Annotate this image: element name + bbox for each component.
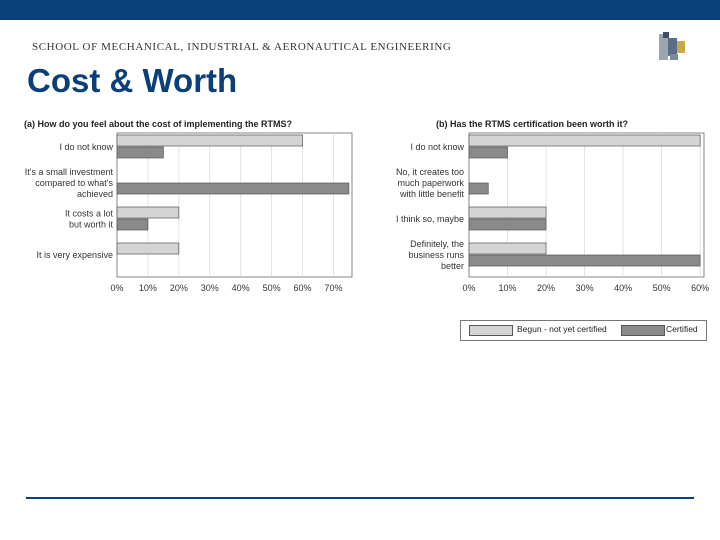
bar-certified	[468, 218, 547, 231]
chart-worth: (b) Has the RTMS certification been wort…	[396, 119, 709, 293]
x-tick-label: 40%	[614, 283, 632, 293]
chart-cost: (a) How do you feel about the cost of im…	[24, 119, 353, 293]
school-name: SCHOOL OF MECHANICAL, INDUSTRIAL & AERON…	[32, 41, 452, 53]
bar-certified	[468, 146, 508, 159]
x-tick-label: 40%	[232, 283, 250, 293]
x-tick-label: 20%	[537, 283, 555, 293]
university-logo-icon	[659, 32, 685, 60]
chart-plot-1: (b) Has the RTMS certification been wort…	[396, 119, 709, 293]
bar-begun	[116, 206, 180, 219]
x-tick-label: 20%	[170, 283, 188, 293]
bar-begun	[468, 206, 547, 219]
x-tick-label: 60%	[691, 283, 709, 293]
chart-plot-0: (a) How do you feel about the cost of im…	[24, 119, 353, 293]
top-banner	[0, 0, 720, 20]
bar-begun	[116, 242, 180, 255]
category-label: with little benefit	[399, 189, 465, 199]
category-label: business runs	[408, 250, 464, 260]
category-label: It costs a lot	[65, 209, 114, 219]
page-title: Cost & Worth	[27, 62, 238, 99]
category-label: but worth it	[69, 220, 114, 230]
legend-swatch-certified	[621, 325, 665, 336]
x-tick-label: 10%	[139, 283, 157, 293]
x-tick-label: 0%	[462, 283, 475, 293]
x-tick-label: 30%	[576, 283, 594, 293]
legend-label-begun: Begun - not yet certified	[517, 324, 607, 334]
category-label: No, it creates too	[396, 167, 464, 177]
chart-title: (a) How do you feel about the cost of im…	[24, 119, 292, 129]
bar-begun	[116, 134, 303, 147]
category-label: It's a small investment	[25, 167, 114, 177]
chart-title: (b) Has the RTMS certification been wort…	[436, 119, 628, 129]
category-label: I do not know	[410, 142, 464, 152]
category-label: I do not know	[59, 142, 113, 152]
category-label: Definitely, the	[410, 239, 464, 249]
category-label: compared to what's	[35, 178, 113, 188]
chart-legend: Begun - not yet certified Certified	[460, 320, 707, 341]
bar-certified	[116, 146, 164, 159]
bar-certified	[468, 254, 701, 267]
category-label: It is very expensive	[36, 250, 113, 260]
category-label: achieved	[77, 189, 113, 199]
x-tick-label: 30%	[201, 283, 219, 293]
legend-swatch-begun	[469, 325, 513, 336]
category-label: I think so, maybe	[396, 214, 464, 224]
bar-begun	[468, 134, 701, 147]
x-tick-label: 50%	[653, 283, 671, 293]
x-tick-label: 0%	[110, 283, 123, 293]
bar-certified	[116, 182, 350, 195]
x-tick-label: 50%	[263, 283, 281, 293]
category-label: better	[441, 261, 464, 271]
bar-begun	[468, 242, 547, 255]
x-tick-label: 10%	[499, 283, 517, 293]
footer-rule	[26, 497, 694, 499]
x-tick-label: 60%	[294, 283, 312, 293]
legend-label-certified: Certified	[666, 324, 698, 334]
bar-certified	[468, 182, 489, 195]
category-label: much paperwork	[397, 178, 464, 188]
x-tick-label: 70%	[324, 283, 342, 293]
bar-certified	[116, 218, 149, 231]
